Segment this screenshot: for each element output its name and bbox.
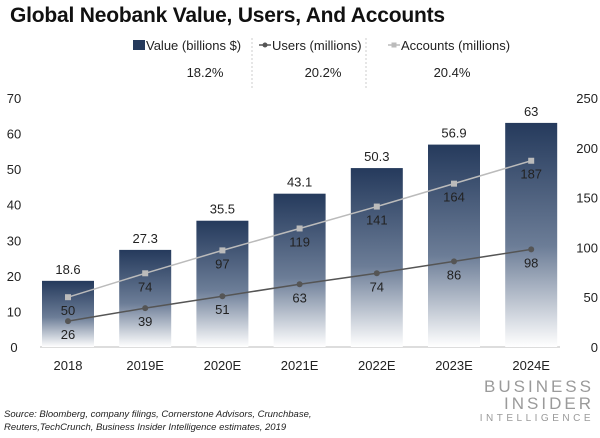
line-data-label: 26 xyxy=(61,327,75,342)
logo-line: INSIDER xyxy=(504,394,594,413)
business-insider-logo: BUSINESS INSIDER INTELLIGENCE xyxy=(480,378,594,424)
left-axis-tick-label: 20 xyxy=(7,269,21,284)
x-axis-tick-label: 2022E xyxy=(358,358,396,373)
logo-line: INTELLIGENCE xyxy=(479,413,594,424)
right-axis-tick-label: 50 xyxy=(584,290,598,305)
bar xyxy=(350,168,403,347)
line-data-label: 74 xyxy=(370,279,384,294)
line-data-label: 119 xyxy=(289,234,310,249)
legend-label: Accounts (millions) xyxy=(401,38,510,53)
users-point xyxy=(65,318,71,325)
accounts-point xyxy=(373,203,380,210)
x-axis-tick-label: 2019E xyxy=(126,358,164,373)
line-data-label: 51 xyxy=(215,302,229,317)
source-note: Source: Bloomberg, company filings, Corn… xyxy=(4,409,312,433)
users-point xyxy=(142,305,149,312)
legend-label: Value (billions $) xyxy=(146,38,241,53)
bar xyxy=(119,249,172,347)
bar-data-label: 18.6 xyxy=(55,262,80,277)
x-axis-tick-label: 2021E xyxy=(281,358,319,373)
line-data-label: 164 xyxy=(443,190,465,205)
line-data-label: 86 xyxy=(447,267,461,282)
bar-data-label: 56.9 xyxy=(441,126,466,141)
legend-marker xyxy=(391,42,397,48)
line-data-label: 74 xyxy=(138,279,152,294)
x-axis-tick-label: 2018 xyxy=(54,358,83,373)
line-data-label: 187 xyxy=(520,167,542,182)
logo-line: BUSINESS xyxy=(484,377,594,396)
legend-marker xyxy=(262,42,268,48)
users-point xyxy=(528,246,535,253)
line-data-label: 97 xyxy=(215,256,229,271)
left-axis-tick-label: 30 xyxy=(7,233,21,248)
left-axis-tick-label: 0 xyxy=(10,340,17,355)
bar-data-label: 50.3 xyxy=(364,149,389,164)
x-axis-tick-label: 2023E xyxy=(435,358,473,373)
chart-title: Global Neobank Value, Users, And Account… xyxy=(10,4,445,27)
line-data-label: 63 xyxy=(292,290,306,305)
left-axis-tick-label: 50 xyxy=(7,162,21,177)
right-axis-tick-label: 100 xyxy=(576,240,598,255)
left-axis-tick-label: 70 xyxy=(7,91,21,106)
users-point xyxy=(373,270,380,277)
right-axis-tick-label: 200 xyxy=(576,141,598,156)
right-axis-tick-label: 250 xyxy=(576,91,598,106)
right-axis-tick-label: 0 xyxy=(591,340,598,355)
accounts-point xyxy=(451,180,457,187)
users-point xyxy=(451,258,457,265)
left-axis-tick-label: 10 xyxy=(7,304,21,319)
x-axis-tick-label: 2020E xyxy=(204,358,242,373)
legend-label: Users (millions) xyxy=(272,38,362,53)
bar-data-label: 43.1 xyxy=(287,175,312,190)
left-axis-tick-label: 40 xyxy=(7,198,21,213)
right-axis-tick-label: 150 xyxy=(576,191,598,206)
line-data-label: 50 xyxy=(61,303,75,318)
legend-swatch-value xyxy=(133,40,145,50)
x-axis-tick-label: 2024E xyxy=(512,358,550,373)
bar xyxy=(505,122,558,348)
left-axis-tick-label: 60 xyxy=(7,127,21,142)
accounts-point xyxy=(65,294,71,301)
bar-data-label: 35.5 xyxy=(210,202,235,217)
bar xyxy=(196,220,249,347)
accounts-point xyxy=(219,247,226,254)
accounts-point xyxy=(528,157,535,164)
users-point xyxy=(296,281,303,288)
bar-data-label: 27.3 xyxy=(133,231,158,246)
line-data-label: 141 xyxy=(366,213,388,228)
legend-cagr: 18.2% xyxy=(187,65,224,80)
bar xyxy=(428,144,480,347)
users-point xyxy=(219,293,226,300)
accounts-point xyxy=(296,225,303,232)
bar-data-label: 63 xyxy=(524,104,538,119)
bar xyxy=(273,193,326,347)
legend-cagr: 20.4% xyxy=(434,65,471,80)
accounts-point xyxy=(142,270,149,277)
legend-cagr: 20.2% xyxy=(305,65,342,80)
line-data-label: 98 xyxy=(524,255,538,270)
line-data-label: 39 xyxy=(138,314,152,329)
